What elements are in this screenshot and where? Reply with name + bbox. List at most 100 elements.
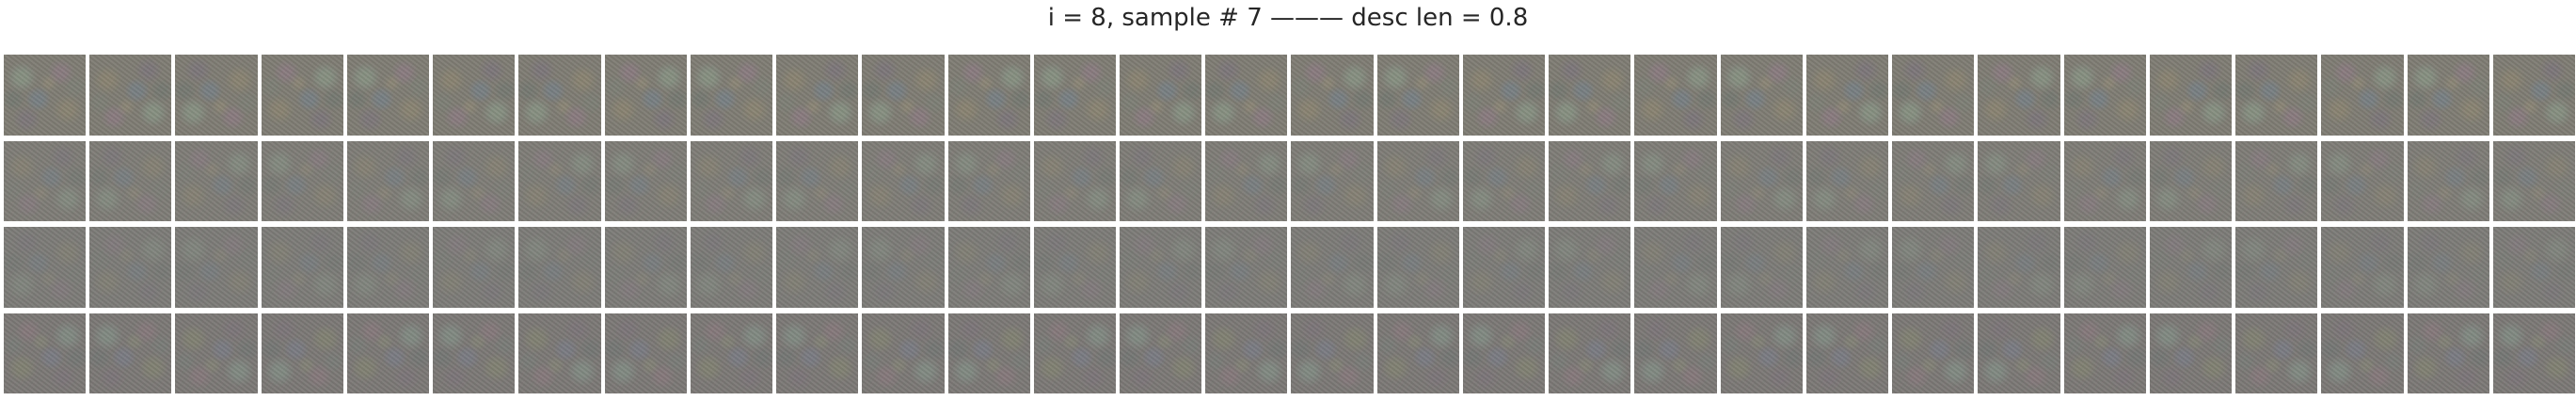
sample-image-tile bbox=[1892, 140, 1975, 221]
sample-image-tile bbox=[690, 55, 773, 136]
sample-image-tile bbox=[2063, 140, 2146, 221]
sample-image-tile bbox=[1120, 313, 1202, 393]
sample-image-tile bbox=[1120, 55, 1202, 136]
sample-image-tile bbox=[1462, 140, 1546, 221]
sample-image-tile bbox=[1892, 55, 1975, 136]
sample-image-tile bbox=[1033, 55, 1117, 136]
sample-image-tile bbox=[604, 140, 687, 221]
sample-image-tile bbox=[776, 313, 859, 393]
sample-image-tile bbox=[947, 55, 1030, 136]
sample-image-tile bbox=[2235, 55, 2318, 136]
sample-image-tile bbox=[2492, 227, 2575, 308]
sample-image-tile bbox=[604, 55, 687, 136]
sample-image-tile bbox=[261, 313, 343, 393]
sample-image-tile bbox=[947, 140, 1030, 221]
sample-image-tile bbox=[2235, 313, 2318, 393]
sample-image-tile bbox=[518, 140, 601, 221]
sample-image-tile bbox=[175, 140, 258, 221]
sample-image-tile bbox=[2492, 55, 2575, 136]
sample-image-tile bbox=[862, 227, 945, 308]
sample-image-tile bbox=[862, 55, 945, 136]
sample-image-tile bbox=[1634, 227, 1717, 308]
sample-image-tile bbox=[1462, 55, 1546, 136]
sample-image-tile bbox=[776, 227, 859, 308]
sample-image-tile bbox=[1376, 55, 1459, 136]
sample-image-tile bbox=[1549, 55, 1631, 136]
sample-image-tile bbox=[433, 227, 516, 308]
sample-image-tile bbox=[89, 313, 172, 393]
sample-image-tile bbox=[1978, 140, 2060, 221]
sample-image-tile bbox=[1978, 55, 2060, 136]
sample-image-tile bbox=[2321, 313, 2404, 393]
sample-image-tile bbox=[1805, 55, 1889, 136]
sample-image-tile bbox=[2063, 227, 2146, 308]
sample-image-tile bbox=[947, 313, 1030, 393]
sample-image-tile bbox=[1033, 227, 1117, 308]
sample-image-tile bbox=[1549, 140, 1631, 221]
sample-image-tile bbox=[1892, 227, 1975, 308]
sample-image-tile bbox=[690, 140, 773, 221]
sample-image-tile bbox=[1462, 227, 1546, 308]
sample-image-tile bbox=[604, 313, 687, 393]
sample-image-tile bbox=[1120, 140, 1202, 221]
sample-image-tile bbox=[175, 227, 258, 308]
sample-image-tile bbox=[518, 313, 601, 393]
sample-image-tile bbox=[2235, 140, 2318, 221]
sample-image-tile bbox=[1033, 313, 1117, 393]
sample-image-tile bbox=[2407, 55, 2489, 136]
sample-image-tile bbox=[2149, 227, 2233, 308]
sample-image-tile bbox=[4, 55, 87, 136]
sample-image-tile bbox=[1720, 227, 1803, 308]
sample-image-tile bbox=[89, 227, 172, 308]
sample-image-tile bbox=[2063, 313, 2146, 393]
sample-image-tile bbox=[604, 227, 687, 308]
sample-image-tile bbox=[1720, 55, 1803, 136]
sample-image-tile bbox=[89, 55, 172, 136]
sample-image-tile bbox=[175, 55, 258, 136]
sample-image-tile bbox=[2235, 227, 2318, 308]
sample-image-tile bbox=[1549, 227, 1631, 308]
sample-image-tile bbox=[4, 140, 87, 221]
sample-image-tile bbox=[776, 55, 859, 136]
sample-image-tile bbox=[2407, 313, 2489, 393]
sample-image-tile bbox=[2492, 313, 2575, 393]
sample-image-tile bbox=[690, 313, 773, 393]
sample-image-tile bbox=[261, 227, 343, 308]
sample-image-tile bbox=[346, 313, 430, 393]
sample-image-tile bbox=[1376, 227, 1459, 308]
sample-image-tile bbox=[1720, 313, 1803, 393]
sample-image-tile bbox=[346, 55, 430, 136]
sample-image-tile bbox=[433, 55, 516, 136]
image-sample-grid bbox=[4, 55, 2575, 393]
sample-image-tile bbox=[1892, 313, 1975, 393]
sample-image-tile bbox=[346, 227, 430, 308]
sample-image-tile bbox=[346, 140, 430, 221]
sample-image-tile bbox=[1634, 140, 1717, 221]
sample-image-tile bbox=[518, 227, 601, 308]
sample-image-tile bbox=[1634, 55, 1717, 136]
sample-image-tile bbox=[4, 227, 87, 308]
sample-image-tile bbox=[2407, 227, 2489, 308]
sample-image-tile bbox=[1720, 140, 1803, 221]
sample-image-tile bbox=[2321, 140, 2404, 221]
sample-image-tile bbox=[1634, 313, 1717, 393]
sample-image-tile bbox=[2063, 55, 2146, 136]
sample-image-tile bbox=[2149, 55, 2233, 136]
sample-image-tile bbox=[1291, 140, 1374, 221]
sample-image-tile bbox=[1205, 140, 1288, 221]
sample-image-tile bbox=[1291, 55, 1374, 136]
sample-image-tile bbox=[175, 313, 258, 393]
sample-image-tile bbox=[2321, 227, 2404, 308]
sample-image-tile bbox=[1805, 227, 1889, 308]
sample-image-tile bbox=[2321, 55, 2404, 136]
sample-image-tile bbox=[2149, 313, 2233, 393]
sample-image-tile bbox=[1549, 313, 1631, 393]
sample-image-tile bbox=[518, 55, 601, 136]
sample-image-tile bbox=[862, 140, 945, 221]
sample-image-tile bbox=[690, 227, 773, 308]
sample-image-tile bbox=[1462, 313, 1546, 393]
sample-image-tile bbox=[261, 55, 343, 136]
sample-image-tile bbox=[261, 140, 343, 221]
sample-image-tile bbox=[1205, 313, 1288, 393]
sample-image-tile bbox=[776, 140, 859, 221]
